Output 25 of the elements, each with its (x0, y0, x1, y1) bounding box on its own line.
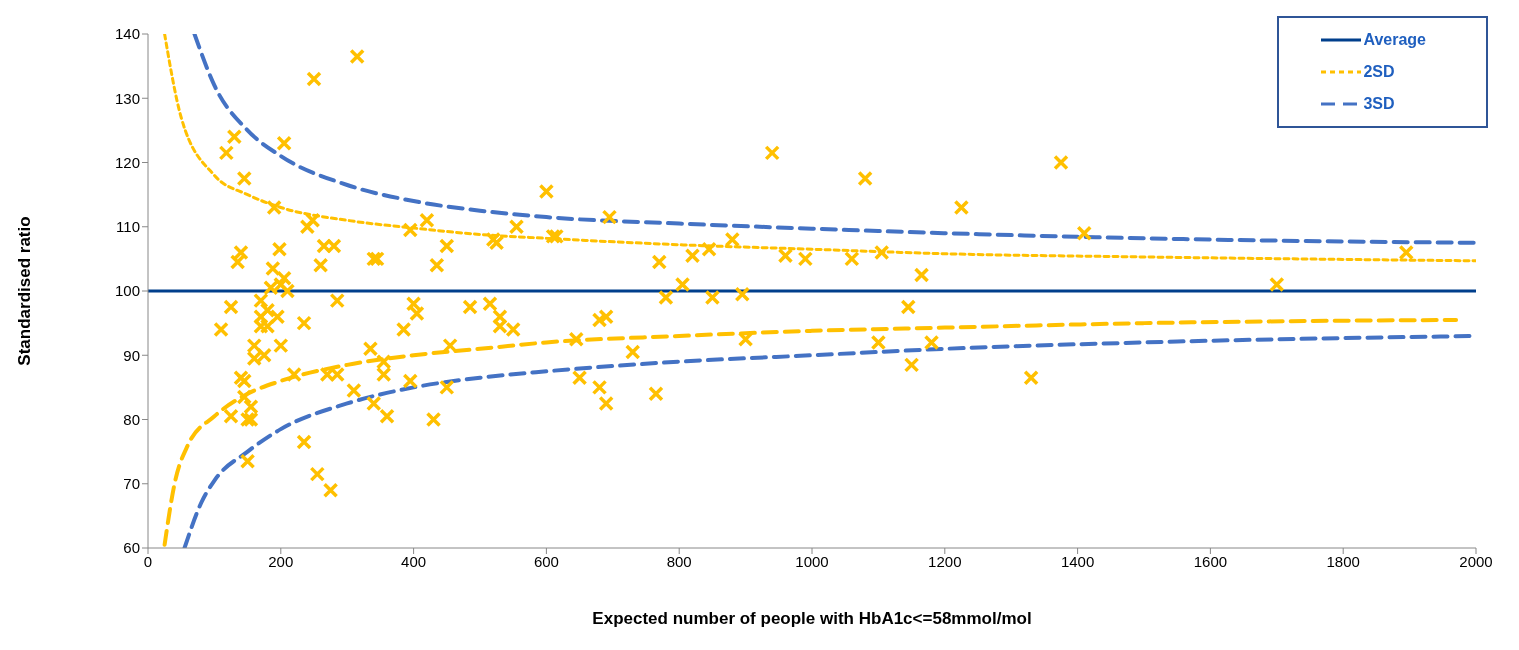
x-tick-label: 1000 (795, 552, 829, 570)
y-tick-label: 120 (114, 153, 140, 171)
y-tick-label: 60 (123, 539, 140, 557)
y-tick-label: 130 (114, 89, 140, 107)
x-tick-label: 0 (143, 552, 153, 570)
y-axis-title: Standardised ratio (15, 216, 35, 366)
legend-label: Average (1363, 31, 1426, 49)
x-tick-label: 2000 (1459, 552, 1493, 570)
x-tick-label: 600 (533, 552, 559, 570)
y-tick-label: 70 (123, 475, 140, 493)
x-tick-label: 1800 (1326, 552, 1360, 570)
x-tick-label: 1600 (1193, 552, 1228, 570)
x-tick-label: 1400 (1060, 552, 1095, 570)
x-axis-title: Expected number of people with HbA1c<=58mmol/mol (592, 609, 1032, 628)
y-tick-label: 100 (114, 282, 140, 300)
x-tick-label: 1200 (928, 552, 962, 570)
y-tick-label: 110 (116, 218, 140, 236)
x-tick-label: 400 (401, 552, 427, 570)
x-tick-label: 200 (268, 552, 294, 570)
legend-label: 2SD (1363, 63, 1395, 81)
y-tick-label: 90 (123, 346, 140, 364)
x-tick-label: 800 (666, 552, 692, 570)
legend-label: 3SD (1363, 95, 1395, 113)
y-tick-label: 80 (123, 410, 140, 428)
y-tick-label: 140 (114, 25, 140, 43)
